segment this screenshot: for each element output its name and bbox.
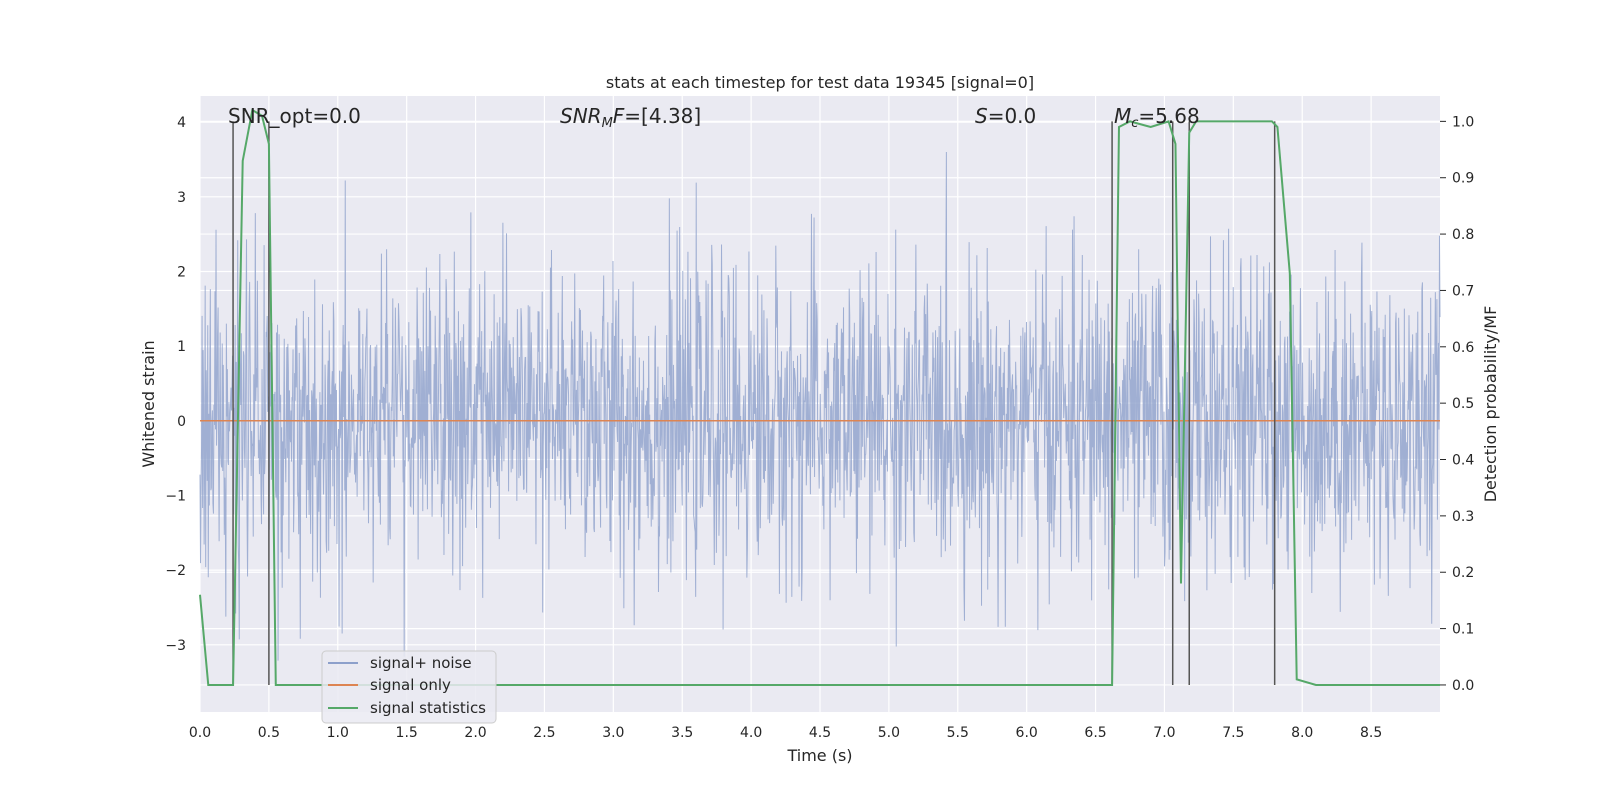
x-tick-label: 2.5 bbox=[533, 725, 555, 741]
x-tick-label: 7.5 bbox=[1222, 725, 1244, 741]
y-tick-label: −1 bbox=[165, 488, 186, 504]
annotation-mc-main: M bbox=[1114, 104, 1131, 128]
right-y-tick-label: 0.0 bbox=[1452, 678, 1474, 694]
x-tick-label: 6.0 bbox=[1016, 725, 1038, 741]
legend-box bbox=[321, 650, 497, 724]
right-y-tick-label: 0.4 bbox=[1452, 453, 1474, 469]
annotation-snr-mf-sub: M bbox=[602, 116, 613, 131]
x-tick-label: 8.5 bbox=[1360, 725, 1382, 741]
right-y-tick-label: 0.8 bbox=[1452, 227, 1474, 243]
right-y-tick-label: 0.9 bbox=[1452, 171, 1474, 187]
x-tick-label: 5.0 bbox=[878, 725, 900, 741]
x-tick-label: 2.0 bbox=[464, 725, 486, 741]
x-tick-label: 4.0 bbox=[740, 725, 762, 741]
annotation-snr-mf-mid: F bbox=[613, 104, 625, 128]
right-y-tick-label: 0.2 bbox=[1452, 565, 1474, 581]
annotation-snr-mf-main: SNR bbox=[560, 104, 602, 128]
x-tick-label: 6.5 bbox=[1084, 725, 1106, 741]
axis-ticks: 0.0 0.5 1.0 1.5 2.0 2.5 3.0 3.5 4.0 4.5 5.0 5.5 6.0 6… bbox=[165, 114, 1474, 741]
x-tick-label: 4.5 bbox=[809, 725, 831, 741]
right-y-tick-label: 0.1 bbox=[1452, 622, 1474, 638]
legend-label-signal-only: signal only bbox=[370, 676, 451, 694]
annotation-snr-opt: SNR_opt=0.0 bbox=[228, 104, 361, 128]
x-tick-label: 8.0 bbox=[1291, 725, 1313, 741]
annotation-s-main: S bbox=[975, 104, 988, 128]
legend-label-signal-noise: signal+ noise bbox=[370, 654, 472, 672]
y-tick-label: 2 bbox=[177, 264, 186, 280]
y-tick-label: −3 bbox=[165, 638, 186, 654]
annotation-snr-mf-value: =[4.38] bbox=[624, 104, 701, 128]
y-tick-label: 0 bbox=[177, 414, 186, 430]
vertical-markers bbox=[232, 121, 1276, 685]
annotation-snr-mf: SNRMF=[4.38] bbox=[560, 104, 701, 131]
chart-title: stats at each timestep for test data 193… bbox=[606, 73, 1034, 92]
x-tick-label: 3.5 bbox=[671, 725, 693, 741]
signal-statistics-line bbox=[199, 108, 1440, 686]
right-y-tick-label: 0.7 bbox=[1452, 283, 1474, 299]
y-tick-label: 4 bbox=[177, 115, 186, 131]
y-tick-label: −2 bbox=[165, 563, 186, 579]
annotation-mc-sub: c bbox=[1131, 116, 1138, 131]
y-axis-label: Whitened strain bbox=[139, 340, 158, 467]
x-tick-label: 7.0 bbox=[1153, 725, 1175, 741]
x-tick-label: 5.5 bbox=[947, 725, 969, 741]
right-y-tick-label: 0.6 bbox=[1452, 340, 1474, 356]
right-y-tick-label: 1.0 bbox=[1452, 114, 1474, 130]
y-tick-label: 1 bbox=[177, 339, 186, 355]
signal-statistics-series bbox=[199, 108, 1440, 686]
annotation-mc: Mc=5.68 bbox=[1114, 104, 1200, 131]
x-tick-label: 1.5 bbox=[396, 725, 418, 741]
right-y-axis-label: Detection probability/MF bbox=[1481, 306, 1500, 503]
legend-label-signal-statistics: signal statistics bbox=[370, 699, 486, 717]
x-tick-label: 0.5 bbox=[258, 725, 280, 741]
right-y-tick-label: 0.5 bbox=[1452, 396, 1474, 412]
x-tick-label: 1.0 bbox=[327, 725, 349, 741]
right-y-tick-label: 0.3 bbox=[1452, 509, 1474, 525]
annotation-s: S=0.0 bbox=[975, 104, 1036, 128]
x-tick-label: 0.0 bbox=[189, 725, 211, 741]
legend: signal+ noise signal only signal statist… bbox=[321, 650, 497, 724]
x-axis-label: Time (s) bbox=[786, 746, 852, 765]
annotation-mc-value: =5.68 bbox=[1138, 104, 1199, 128]
annotation-s-value: =0.0 bbox=[988, 104, 1037, 128]
y-tick-label: 3 bbox=[177, 190, 186, 206]
x-tick-label: 3.0 bbox=[602, 725, 624, 741]
